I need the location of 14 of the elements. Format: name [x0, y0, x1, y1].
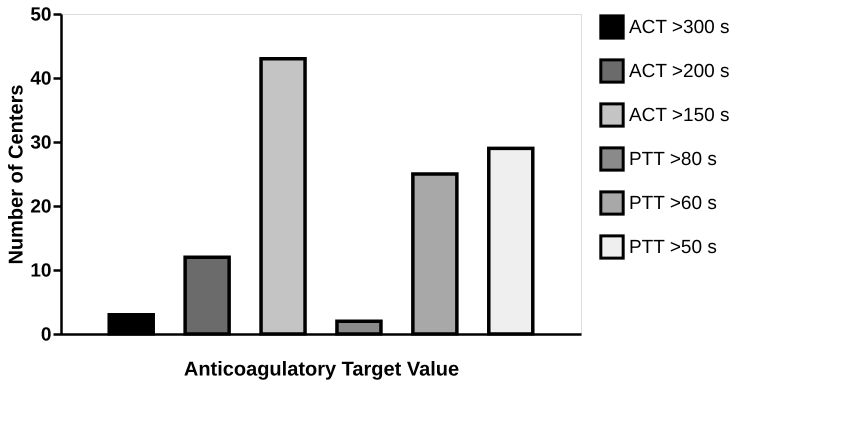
y-tick-label: 10: [30, 260, 52, 282]
legend-label: PTT >50 s: [629, 237, 717, 258]
y-tick-label: 20: [30, 196, 52, 218]
y-tick-label: 30: [30, 132, 52, 154]
legend-label: PTT >80 s: [629, 149, 717, 170]
legend-label: PTT >60 s: [629, 193, 717, 214]
y-tick-label: 50: [30, 4, 52, 26]
x-axis-title: Anticoagulatory Target Value: [184, 358, 460, 380]
y-axis-title: Number of Centers: [5, 84, 28, 265]
legend-label: ACT >150 s: [629, 105, 730, 126]
y-tick-label: 40: [30, 68, 52, 90]
legend-label: ACT >200 s: [629, 61, 730, 82]
y-tick-label: 0: [40, 324, 52, 346]
legend-label: ACT >300 s: [629, 17, 730, 38]
